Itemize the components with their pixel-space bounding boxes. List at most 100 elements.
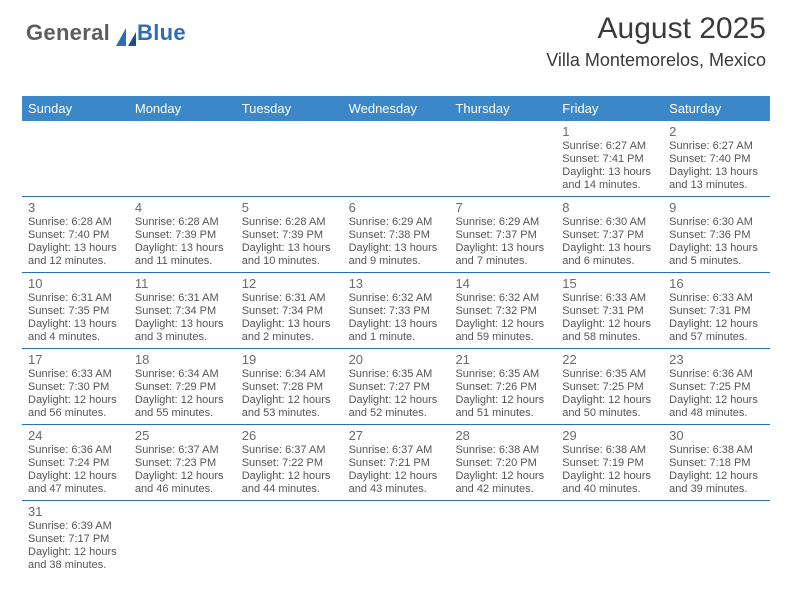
- title-block: August 2025 Villa Montemorelos, Mexico: [546, 12, 766, 71]
- day-number: 8: [562, 200, 659, 215]
- daylight-line: Daylight: 12 hours and 50 minutes.: [562, 394, 659, 420]
- sunset-line: Sunset: 7:38 PM: [349, 229, 446, 242]
- sunset-line: Sunset: 7:29 PM: [135, 381, 232, 394]
- daylight-line: Daylight: 13 hours and 6 minutes.: [562, 242, 659, 268]
- day-number: 19: [242, 352, 339, 367]
- sunrise-line: Sunrise: 6:36 AM: [28, 444, 125, 457]
- dayname-tue: Tuesday: [236, 96, 343, 121]
- sunset-line: Sunset: 7:32 PM: [455, 305, 552, 318]
- day-cell-empty: [343, 501, 450, 576]
- day-cell-22: 22Sunrise: 6:35 AMSunset: 7:25 PMDayligh…: [556, 349, 663, 424]
- day-number: 3: [28, 200, 125, 215]
- day-number: 10: [28, 276, 125, 291]
- sunrise-line: Sunrise: 6:30 AM: [669, 216, 766, 229]
- week-row: 10Sunrise: 6:31 AMSunset: 7:35 PMDayligh…: [22, 273, 770, 349]
- sunrise-line: Sunrise: 6:28 AM: [28, 216, 125, 229]
- sunrise-line: Sunrise: 6:35 AM: [349, 368, 446, 381]
- sunset-line: Sunset: 7:17 PM: [28, 533, 125, 546]
- sunset-line: Sunset: 7:25 PM: [562, 381, 659, 394]
- day-number: 30: [669, 428, 766, 443]
- dayname-mon: Monday: [129, 96, 236, 121]
- day-cell-14: 14Sunrise: 6:32 AMSunset: 7:32 PMDayligh…: [449, 273, 556, 348]
- sunrise-line: Sunrise: 6:37 AM: [242, 444, 339, 457]
- sunset-line: Sunset: 7:37 PM: [455, 229, 552, 242]
- week-row: 1Sunrise: 6:27 AMSunset: 7:41 PMDaylight…: [22, 121, 770, 197]
- daylight-line: Daylight: 12 hours and 51 minutes.: [455, 394, 552, 420]
- day-cell-empty: [556, 501, 663, 576]
- day-cell-empty: [22, 121, 129, 196]
- sunset-line: Sunset: 7:33 PM: [349, 305, 446, 318]
- day-cell-2: 2Sunrise: 6:27 AMSunset: 7:40 PMDaylight…: [663, 121, 770, 196]
- day-number: 14: [455, 276, 552, 291]
- sunset-line: Sunset: 7:37 PM: [562, 229, 659, 242]
- daylight-line: Daylight: 12 hours and 42 minutes.: [455, 470, 552, 496]
- day-number: 1: [562, 124, 659, 139]
- sunset-line: Sunset: 7:26 PM: [455, 381, 552, 394]
- day-cell-18: 18Sunrise: 6:34 AMSunset: 7:29 PMDayligh…: [129, 349, 236, 424]
- daylight-line: Daylight: 12 hours and 47 minutes.: [28, 470, 125, 496]
- daylight-line: Daylight: 13 hours and 10 minutes.: [242, 242, 339, 268]
- sunrise-line: Sunrise: 6:29 AM: [455, 216, 552, 229]
- day-cell-empty: [449, 121, 556, 196]
- day-number: 26: [242, 428, 339, 443]
- dayname-thu: Thursday: [449, 96, 556, 121]
- day-cell-empty: [449, 501, 556, 576]
- day-cell-23: 23Sunrise: 6:36 AMSunset: 7:25 PMDayligh…: [663, 349, 770, 424]
- day-cell-13: 13Sunrise: 6:32 AMSunset: 7:33 PMDayligh…: [343, 273, 450, 348]
- daylight-line: Daylight: 12 hours and 43 minutes.: [349, 470, 446, 496]
- daylight-line: Daylight: 12 hours and 48 minutes.: [669, 394, 766, 420]
- sunrise-line: Sunrise: 6:32 AM: [455, 292, 552, 305]
- day-number: 5: [242, 200, 339, 215]
- sunrise-line: Sunrise: 6:33 AM: [562, 292, 659, 305]
- daylight-line: Daylight: 13 hours and 1 minute.: [349, 318, 446, 344]
- day-cell-31: 31Sunrise: 6:39 AMSunset: 7:17 PMDayligh…: [22, 501, 129, 576]
- day-number: 22: [562, 352, 659, 367]
- day-number: 9: [669, 200, 766, 215]
- daylight-line: Daylight: 12 hours and 59 minutes.: [455, 318, 552, 344]
- sunset-line: Sunset: 7:24 PM: [28, 457, 125, 470]
- day-number: 12: [242, 276, 339, 291]
- daylight-line: Daylight: 12 hours and 46 minutes.: [135, 470, 232, 496]
- location-title: Villa Montemorelos, Mexico: [546, 50, 766, 71]
- day-number: 13: [349, 276, 446, 291]
- daylight-line: Daylight: 13 hours and 9 minutes.: [349, 242, 446, 268]
- sunrise-line: Sunrise: 6:33 AM: [669, 292, 766, 305]
- sunrise-line: Sunrise: 6:31 AM: [135, 292, 232, 305]
- sunrise-line: Sunrise: 6:34 AM: [242, 368, 339, 381]
- day-number: 18: [135, 352, 232, 367]
- day-cell-27: 27Sunrise: 6:37 AMSunset: 7:21 PMDayligh…: [343, 425, 450, 500]
- daylight-line: Daylight: 12 hours and 58 minutes.: [562, 318, 659, 344]
- day-number: 6: [349, 200, 446, 215]
- brand-general: General: [26, 20, 110, 46]
- sunrise-line: Sunrise: 6:31 AM: [28, 292, 125, 305]
- day-cell-15: 15Sunrise: 6:33 AMSunset: 7:31 PMDayligh…: [556, 273, 663, 348]
- day-number: 24: [28, 428, 125, 443]
- sunset-line: Sunset: 7:21 PM: [349, 457, 446, 470]
- day-cell-28: 28Sunrise: 6:38 AMSunset: 7:20 PMDayligh…: [449, 425, 556, 500]
- day-number: 15: [562, 276, 659, 291]
- daylight-line: Daylight: 13 hours and 2 minutes.: [242, 318, 339, 344]
- sunset-line: Sunset: 7:19 PM: [562, 457, 659, 470]
- day-cell-19: 19Sunrise: 6:34 AMSunset: 7:28 PMDayligh…: [236, 349, 343, 424]
- week-row: 31Sunrise: 6:39 AMSunset: 7:17 PMDayligh…: [22, 501, 770, 576]
- sunrise-line: Sunrise: 6:38 AM: [669, 444, 766, 457]
- sunrise-line: Sunrise: 6:31 AM: [242, 292, 339, 305]
- day-cell-empty: [129, 501, 236, 576]
- day-number: 23: [669, 352, 766, 367]
- daylight-line: Daylight: 13 hours and 13 minutes.: [669, 166, 766, 192]
- day-cell-1: 1Sunrise: 6:27 AMSunset: 7:41 PMDaylight…: [556, 121, 663, 196]
- day-number: 21: [455, 352, 552, 367]
- day-cell-26: 26Sunrise: 6:37 AMSunset: 7:22 PMDayligh…: [236, 425, 343, 500]
- sunrise-line: Sunrise: 6:37 AM: [135, 444, 232, 457]
- day-number: 11: [135, 276, 232, 291]
- sunrise-line: Sunrise: 6:27 AM: [669, 140, 766, 153]
- day-cell-empty: [236, 121, 343, 196]
- day-cell-empty: [129, 121, 236, 196]
- sunrise-line: Sunrise: 6:27 AM: [562, 140, 659, 153]
- dayname-wed: Wednesday: [343, 96, 450, 121]
- day-cell-20: 20Sunrise: 6:35 AMSunset: 7:27 PMDayligh…: [343, 349, 450, 424]
- sunrise-line: Sunrise: 6:35 AM: [455, 368, 552, 381]
- sunrise-line: Sunrise: 6:35 AM: [562, 368, 659, 381]
- day-number: 31: [28, 504, 125, 519]
- sunset-line: Sunset: 7:40 PM: [28, 229, 125, 242]
